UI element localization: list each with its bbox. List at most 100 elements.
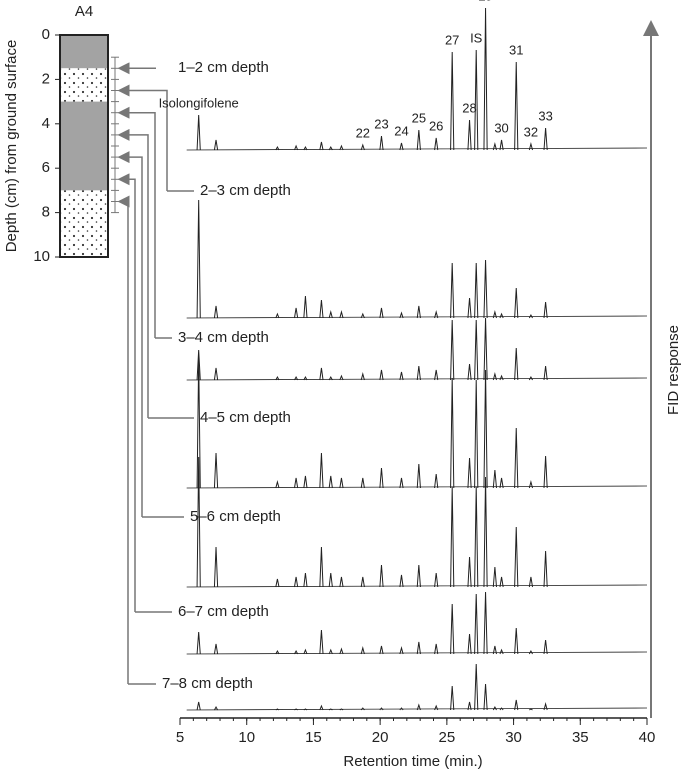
x-tick-label: 25 <box>439 729 456 746</box>
peak <box>275 480 280 489</box>
peak <box>275 375 280 381</box>
peak <box>399 574 404 588</box>
peak <box>213 452 219 489</box>
peak <box>543 639 548 655</box>
peak <box>275 649 280 655</box>
series-label: 7–8 cm depth <box>162 675 253 692</box>
peak <box>303 648 308 655</box>
peak <box>416 129 421 151</box>
x-tick-label: 30 <box>505 729 522 746</box>
peak <box>450 486 455 588</box>
peak <box>483 683 488 711</box>
peak <box>303 295 308 319</box>
peak <box>196 631 201 655</box>
peak <box>399 142 404 151</box>
peak <box>434 643 439 655</box>
peak <box>474 49 479 151</box>
peak <box>196 701 201 711</box>
peak <box>483 369 488 489</box>
peak <box>379 369 384 381</box>
peak-label: 29 <box>478 0 492 3</box>
peak <box>293 477 299 489</box>
peak <box>483 476 488 588</box>
peak <box>275 145 280 151</box>
peak <box>474 379 479 489</box>
series-label: 6–7 cm depth <box>178 603 269 620</box>
peak-label: 30 <box>494 120 508 135</box>
x-tick-label: 15 <box>305 729 322 746</box>
peak <box>275 708 280 711</box>
peak <box>416 305 421 319</box>
peak <box>499 374 504 381</box>
peak <box>528 313 533 319</box>
peak <box>450 603 455 655</box>
trace-baseline <box>186 377 648 381</box>
peak-label: 32 <box>524 124 538 139</box>
peak <box>339 576 344 588</box>
peak <box>450 51 455 151</box>
peak <box>467 701 472 711</box>
peak <box>528 649 533 655</box>
peak <box>319 704 324 711</box>
peak <box>319 452 324 489</box>
peak <box>213 139 219 151</box>
trace-baseline <box>186 651 648 655</box>
peak <box>379 135 384 151</box>
peak <box>474 486 479 588</box>
peak <box>379 467 384 489</box>
peak <box>294 708 298 711</box>
peak <box>294 649 299 655</box>
peak <box>434 369 439 381</box>
peak <box>528 576 534 588</box>
peak <box>434 704 439 711</box>
depth-arrow <box>117 195 130 684</box>
peak <box>450 262 455 319</box>
peak-label: 33 <box>538 108 552 123</box>
peak <box>499 707 504 711</box>
depth-axis-label: Depth (cm) from ground surface <box>3 40 20 253</box>
peak <box>434 473 439 489</box>
peak <box>339 374 344 381</box>
peak <box>492 705 497 711</box>
peak <box>543 127 548 151</box>
peak <box>514 287 519 319</box>
peak <box>474 663 479 711</box>
trace-baseline <box>186 707 648 711</box>
peak-label: 28 <box>462 100 476 115</box>
peak <box>196 349 201 381</box>
peak-label: 27 <box>445 32 459 47</box>
peak <box>379 645 384 655</box>
peak <box>543 365 548 381</box>
y-axis-label: FID response <box>665 325 682 415</box>
x-tick-label: 5 <box>176 729 184 746</box>
depth-tick-label: 4 <box>42 115 50 132</box>
core-layer <box>60 35 108 69</box>
peak <box>467 457 472 489</box>
peak <box>492 372 497 381</box>
peak <box>499 477 504 489</box>
peak <box>543 702 548 711</box>
peak <box>492 645 497 655</box>
peak <box>213 367 219 381</box>
peak <box>483 591 488 655</box>
peak <box>399 371 404 381</box>
depth-arrow <box>117 151 143 517</box>
peak-label: 31 <box>509 42 523 57</box>
series-label: 4–5 cm depth <box>200 409 291 426</box>
peak <box>293 307 299 319</box>
peak <box>360 576 365 588</box>
peak <box>339 647 344 655</box>
peak <box>303 708 308 711</box>
peak <box>499 139 504 151</box>
peak <box>196 199 201 319</box>
depth-arrow <box>117 84 168 191</box>
peak <box>360 477 365 489</box>
peak <box>303 145 308 151</box>
peak <box>399 477 404 489</box>
peak <box>339 708 344 711</box>
x-tick-label: 20 <box>372 729 389 746</box>
peak <box>474 262 479 319</box>
peak <box>399 311 404 319</box>
